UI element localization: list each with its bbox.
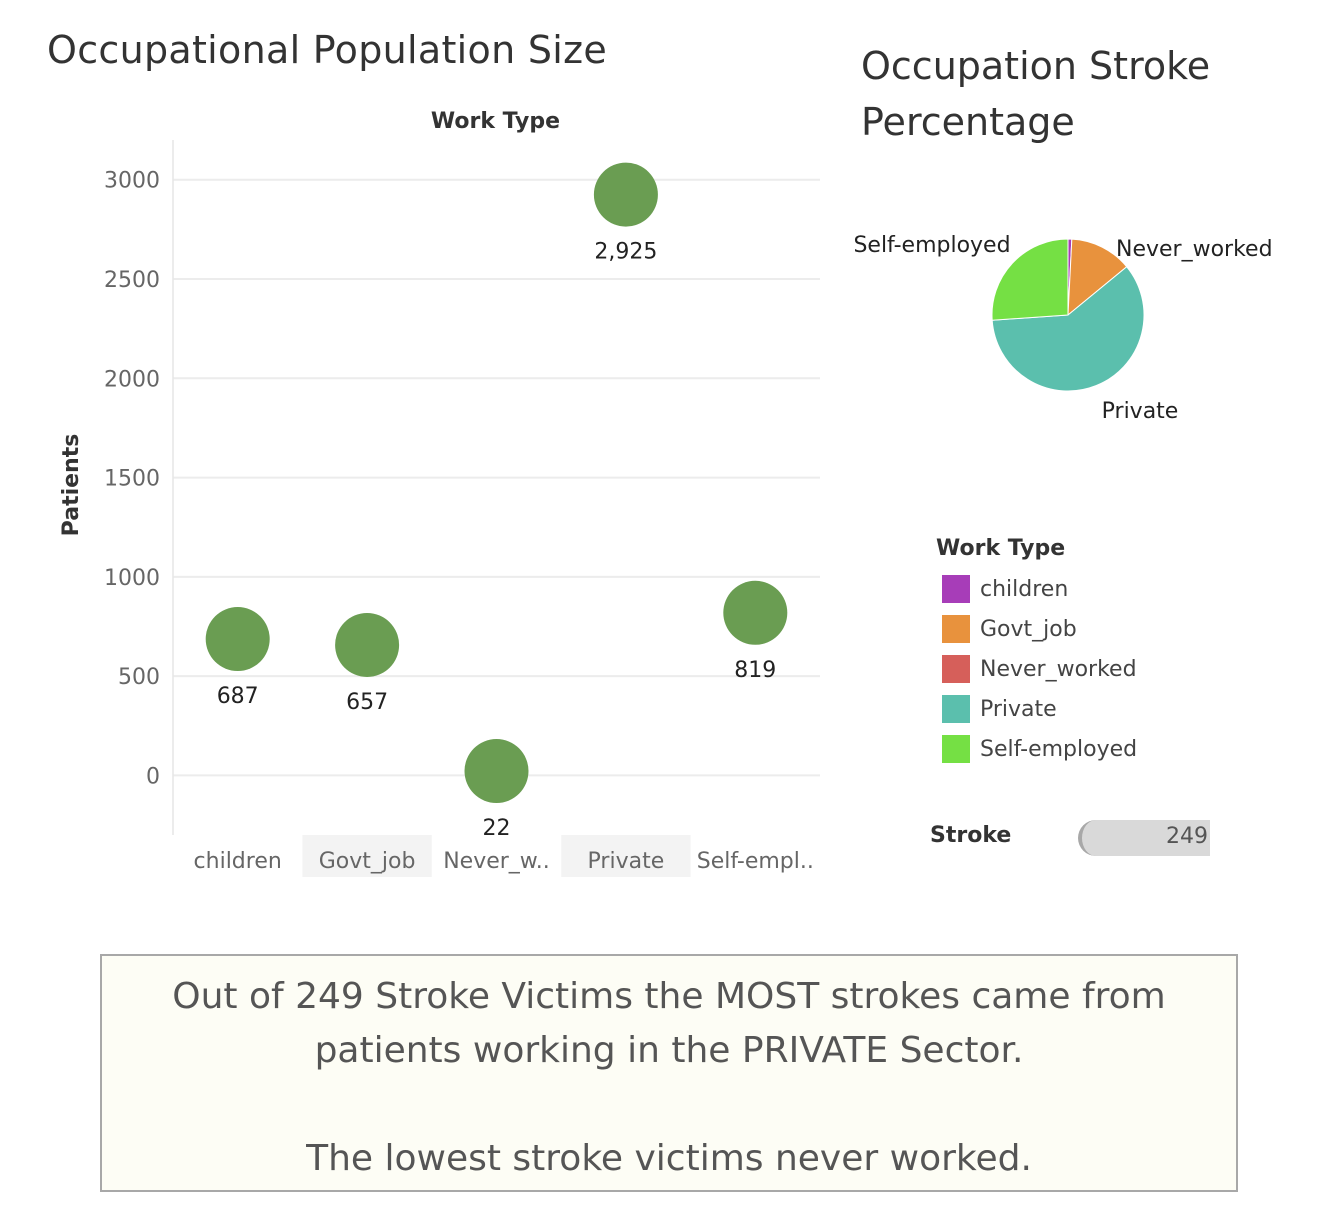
- legend-item[interactable]: Self-employed: [936, 729, 1137, 769]
- x-tick-label: children: [194, 849, 282, 874]
- pie-slice-label: Self-employed: [853, 233, 1010, 258]
- stroke-filter-value: 249: [1166, 824, 1208, 849]
- pie-slice: [991, 266, 1145, 392]
- x-tick-label: Private: [588, 849, 665, 874]
- pie-slice: [1067, 238, 1128, 317]
- data-label: 687: [217, 684, 259, 709]
- data-label: 22: [483, 816, 511, 841]
- pie-chart: Self-employed Never_worked Private: [853, 233, 1273, 424]
- data-point: [464, 739, 529, 804]
- pie-slice-label: Private: [1102, 399, 1179, 424]
- x-header-label: Work Type: [431, 109, 560, 134]
- y-tick-label: 2500: [104, 268, 160, 293]
- legend-item[interactable]: Govt_job: [936, 609, 1137, 649]
- data-point: [335, 612, 400, 677]
- stroke-filter-label: Stroke: [930, 823, 1012, 848]
- legend-item[interactable]: Private: [936, 689, 1137, 729]
- x-tick-label: Never_w..: [443, 849, 550, 874]
- legend-swatch: [942, 695, 970, 723]
- legend-title: Work Type: [936, 536, 1066, 561]
- y-tick-label: 500: [118, 665, 160, 690]
- legend-label: Self-employed: [980, 736, 1138, 762]
- legend-label: Never_worked: [980, 656, 1137, 682]
- annotation-box: Out of 249 Stroke Victims the MOST strok…: [100, 954, 1238, 1192]
- x-band: [302, 835, 432, 877]
- annotation-line-2: The lowest stroke victims never worked.: [306, 1138, 1032, 1179]
- data-point: [205, 607, 270, 672]
- legend-items: children Govt_job Never_worked Private Self-…: [936, 569, 1137, 769]
- legend-swatch: [942, 655, 970, 683]
- legend-swatch: [942, 735, 970, 763]
- y-tick-label: 0: [146, 764, 160, 789]
- data-label: 819: [734, 658, 776, 683]
- legend-swatch: [942, 615, 970, 643]
- legend-item[interactable]: Never_worked: [936, 649, 1137, 689]
- data-label: 657: [346, 690, 388, 715]
- legend-label: Private: [980, 696, 1057, 722]
- scatter-chart: 0 500 1000 1500 2000 2500 3000 Work Type Patient…: [59, 109, 820, 877]
- y-tick-label: 2000: [104, 367, 160, 392]
- y-axis-label: Patients: [59, 434, 84, 537]
- legend-label: children: [980, 576, 1069, 602]
- legend-swatch: [942, 575, 970, 603]
- annotation-line-1: Out of 249 Stroke Victims the MOST strok…: [172, 976, 1166, 1071]
- pie-title: Occupation Stroke Percentage: [861, 44, 1211, 144]
- y-tick-label: 1000: [104, 566, 160, 591]
- pie-slice-label: Never_worked: [1116, 237, 1273, 262]
- x-band: [561, 835, 691, 877]
- y-tick-label: 3000: [104, 169, 160, 194]
- y-tick-label: 1500: [104, 467, 160, 492]
- data-point: [593, 162, 658, 227]
- scatter-title: Occupational Population Size: [47, 28, 608, 72]
- data-point: [723, 580, 788, 645]
- legend-label: Govt_job: [980, 616, 1077, 642]
- legend: Work Type children Govt_job Never_worked Pr…: [936, 536, 1137, 769]
- stroke-filter-bar[interactable]: 249: [1078, 820, 1210, 856]
- x-tick-label: Govt_job: [319, 849, 416, 874]
- x-tick-label: Self-empl..: [697, 849, 814, 874]
- pie-slice: [991, 238, 1069, 321]
- data-label: 2,925: [594, 240, 657, 265]
- legend-item[interactable]: children: [936, 569, 1137, 609]
